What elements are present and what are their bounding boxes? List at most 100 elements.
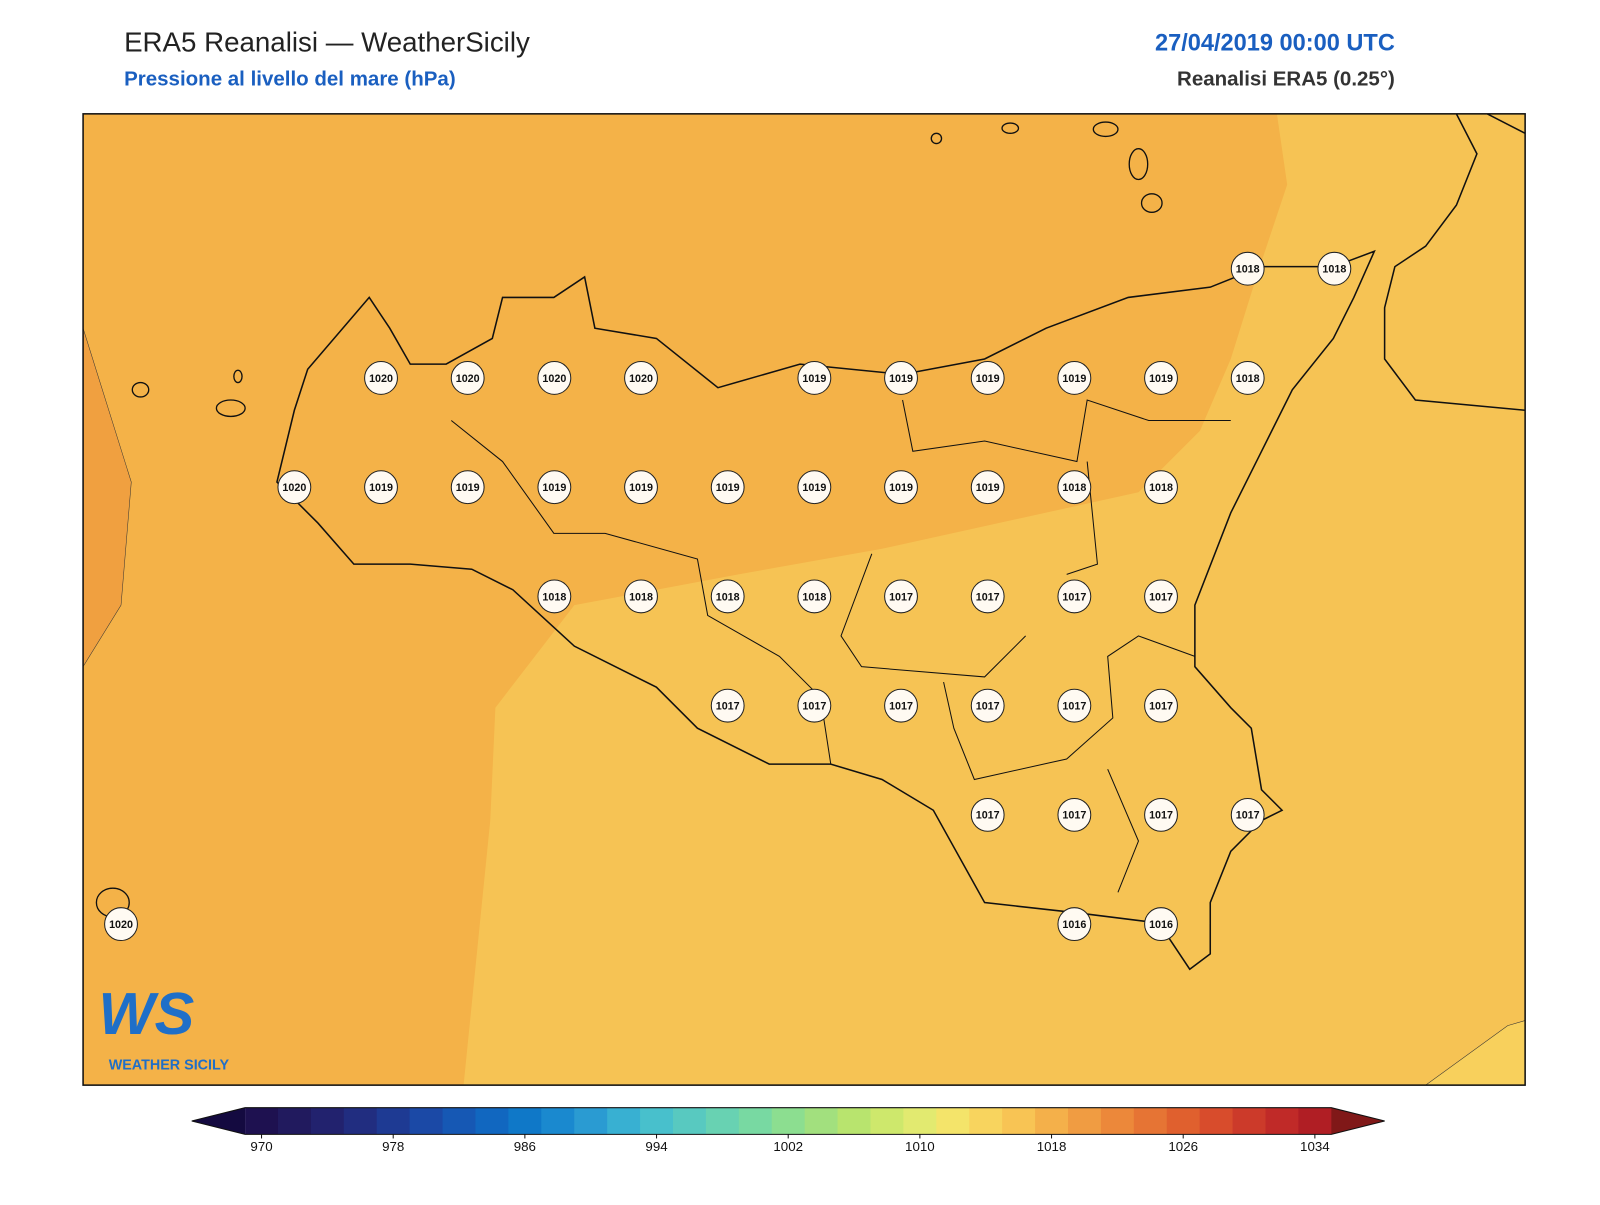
station-value: 1019 bbox=[542, 482, 566, 494]
colorbar-box bbox=[936, 1107, 970, 1135]
colorbar-box bbox=[475, 1107, 509, 1135]
station-marker bbox=[797, 688, 832, 723]
station-value: 1019 bbox=[802, 373, 826, 385]
station-marker bbox=[1057, 907, 1092, 942]
colorbar-box bbox=[1002, 1107, 1036, 1135]
title: ERA5 Reanalisi — WeatherSicily bbox=[124, 26, 530, 57]
colorbar-box bbox=[1232, 1107, 1267, 1135]
station-value: 1020 bbox=[629, 373, 653, 385]
colorbar-tick-label: 1002 bbox=[773, 1139, 803, 1154]
colorbar-box bbox=[738, 1107, 773, 1135]
colorbar-tick-label: 1018 bbox=[1037, 1139, 1067, 1154]
station-marker bbox=[1057, 361, 1092, 395]
colorbar-box bbox=[1166, 1107, 1201, 1135]
station-value: 1017 bbox=[716, 701, 740, 713]
station-marker bbox=[537, 579, 572, 614]
station-marker bbox=[797, 361, 832, 395]
station-value: 1017 bbox=[1062, 591, 1086, 603]
islands bbox=[95, 121, 1163, 918]
station-marker bbox=[1230, 361, 1265, 395]
station-marker bbox=[1144, 470, 1178, 505]
station-marker bbox=[884, 579, 918, 614]
station-value: 1016 bbox=[1062, 919, 1086, 931]
station-value: 1019 bbox=[456, 482, 480, 494]
station-value: 1018 bbox=[716, 591, 740, 603]
colorbar-tick-label: 986 bbox=[514, 1139, 536, 1154]
colorbar-box bbox=[245, 1107, 279, 1135]
station-value: 1018 bbox=[1149, 482, 1173, 494]
field-1020 bbox=[83, 328, 132, 668]
colorbar: 970 978 986 994 1002 1010 1018 1026 1034 bbox=[191, 1107, 1385, 1154]
colorbar-box bbox=[607, 1107, 641, 1135]
colorbar-box bbox=[541, 1107, 575, 1135]
station-value: 1018 bbox=[1062, 482, 1086, 494]
station-marker bbox=[884, 361, 918, 395]
colorbar-box bbox=[640, 1107, 674, 1135]
colorbar-tick-label: 978 bbox=[382, 1139, 404, 1154]
station-value: 1017 bbox=[1236, 810, 1260, 822]
station-value: 1018 bbox=[629, 591, 653, 603]
station-value: 1019 bbox=[976, 373, 1000, 385]
colorbar-box bbox=[705, 1107, 740, 1135]
station-marker bbox=[624, 361, 658, 395]
station-marker bbox=[624, 579, 658, 614]
datetime: 27/04/2019 00:00 UTC bbox=[1155, 29, 1395, 55]
model: Reanalisi ERA5 (0.25°) bbox=[1177, 67, 1395, 90]
station-marker bbox=[1317, 251, 1352, 286]
station-marker bbox=[1057, 688, 1092, 723]
colorbar-tick-label: 1034 bbox=[1300, 1139, 1330, 1154]
colorbar-outline bbox=[191, 1107, 1385, 1135]
colorbar-box bbox=[343, 1107, 378, 1135]
station-marker bbox=[970, 797, 1005, 832]
station-value: 1018 bbox=[1236, 373, 1260, 385]
field-1014 bbox=[1425, 1020, 1526, 1086]
station-value: 1019 bbox=[369, 482, 393, 494]
station-value: 1020 bbox=[369, 373, 393, 385]
station-marker bbox=[1057, 579, 1092, 614]
station-marker bbox=[884, 688, 918, 723]
station-value: 1017 bbox=[1149, 701, 1173, 713]
station-value: 1019 bbox=[1149, 373, 1173, 385]
station-value: 1018 bbox=[802, 591, 826, 603]
station-marker bbox=[970, 579, 1005, 614]
colorbar-box bbox=[442, 1107, 477, 1135]
station-value: 1018 bbox=[1322, 264, 1346, 276]
station-value: 1017 bbox=[976, 591, 1000, 603]
station-marker bbox=[1057, 470, 1092, 505]
station-marker bbox=[1144, 907, 1178, 942]
station-marker bbox=[364, 361, 398, 395]
station-value: 1019 bbox=[802, 482, 826, 494]
calabria-coast bbox=[1383, 113, 1526, 412]
station-value: 1017 bbox=[1149, 591, 1173, 603]
colorbar-box bbox=[870, 1107, 904, 1135]
station-value: 1018 bbox=[1236, 264, 1260, 276]
colorbar-tick-label: 1010 bbox=[905, 1139, 935, 1154]
station-marker bbox=[970, 688, 1005, 723]
colorbar-box bbox=[1199, 1107, 1234, 1135]
subtitle: Pressione al livello del mare (hPa) bbox=[124, 67, 456, 90]
stations: 1018 1018 1020 1020 1020 1020 1019 1019 1019 1019… bbox=[104, 251, 1352, 942]
station-value: 1020 bbox=[282, 482, 306, 494]
station-marker bbox=[1144, 688, 1178, 723]
station-marker bbox=[970, 470, 1005, 505]
station-marker bbox=[710, 579, 745, 614]
colorbar-under bbox=[191, 1107, 246, 1135]
station-marker bbox=[797, 579, 832, 614]
colorbar-box bbox=[1265, 1107, 1299, 1135]
colorbar-box bbox=[277, 1107, 312, 1135]
colorbar-box bbox=[409, 1107, 444, 1135]
station-marker bbox=[277, 470, 312, 505]
province-borders bbox=[450, 399, 1231, 893]
station-value: 1017 bbox=[889, 591, 913, 603]
station-marker bbox=[450, 361, 485, 395]
station-value: 1017 bbox=[976, 701, 1000, 713]
colorbar-over bbox=[1331, 1107, 1385, 1135]
station-marker bbox=[537, 361, 572, 395]
station-value: 1017 bbox=[1149, 810, 1173, 822]
colorbar-tick-label: 1026 bbox=[1168, 1139, 1198, 1154]
map-frame bbox=[82, 113, 1526, 1086]
station-marker bbox=[450, 470, 485, 505]
station-marker bbox=[1230, 251, 1265, 286]
colorbar-box bbox=[1100, 1107, 1135, 1135]
